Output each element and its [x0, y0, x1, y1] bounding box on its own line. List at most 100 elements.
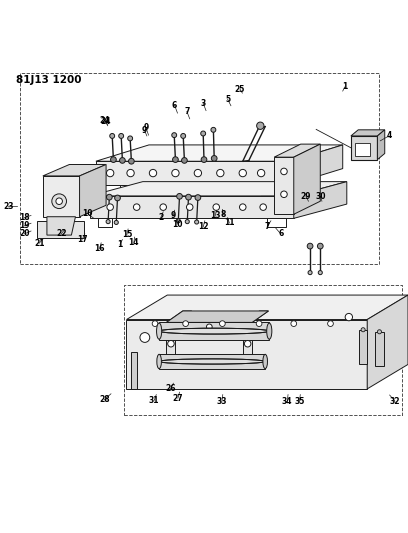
Circle shape — [201, 157, 207, 163]
Circle shape — [211, 127, 216, 132]
Polygon shape — [377, 130, 385, 159]
Circle shape — [182, 158, 187, 163]
Polygon shape — [351, 130, 385, 136]
Text: 13: 13 — [210, 211, 221, 220]
Circle shape — [260, 204, 266, 211]
Text: 6: 6 — [172, 101, 177, 110]
Polygon shape — [351, 136, 377, 159]
Polygon shape — [367, 295, 408, 389]
Circle shape — [211, 156, 217, 161]
Circle shape — [206, 324, 212, 330]
Circle shape — [256, 321, 262, 327]
Circle shape — [291, 321, 297, 327]
Circle shape — [307, 243, 313, 249]
Polygon shape — [274, 144, 320, 157]
Polygon shape — [166, 322, 252, 332]
Circle shape — [239, 169, 246, 177]
Text: 15: 15 — [122, 230, 132, 239]
Circle shape — [317, 243, 323, 249]
Polygon shape — [159, 322, 269, 340]
Circle shape — [52, 194, 67, 208]
Text: 28: 28 — [99, 395, 110, 404]
Text: 2: 2 — [158, 213, 163, 222]
Text: 30: 30 — [315, 192, 326, 201]
Circle shape — [120, 158, 125, 163]
Text: 20: 20 — [19, 229, 30, 238]
Text: 1: 1 — [342, 83, 347, 92]
Polygon shape — [166, 322, 175, 361]
Polygon shape — [290, 145, 343, 185]
Circle shape — [115, 195, 120, 201]
Text: 10: 10 — [172, 220, 182, 229]
Text: 35: 35 — [294, 397, 305, 406]
Circle shape — [195, 220, 199, 224]
Ellipse shape — [157, 323, 162, 339]
Circle shape — [160, 204, 166, 211]
Circle shape — [129, 158, 134, 164]
Circle shape — [281, 168, 287, 175]
Circle shape — [183, 321, 188, 327]
Circle shape — [107, 204, 113, 211]
Ellipse shape — [159, 328, 269, 334]
Polygon shape — [43, 176, 80, 217]
Polygon shape — [96, 161, 290, 185]
Circle shape — [110, 133, 115, 139]
Circle shape — [176, 219, 180, 223]
Ellipse shape — [361, 328, 365, 332]
Circle shape — [173, 157, 178, 163]
Polygon shape — [294, 144, 320, 214]
Text: 31: 31 — [149, 396, 160, 405]
Polygon shape — [98, 219, 112, 227]
Text: 24: 24 — [100, 117, 111, 126]
Circle shape — [172, 133, 177, 138]
Text: 29: 29 — [301, 192, 311, 201]
Circle shape — [119, 133, 124, 139]
Polygon shape — [126, 295, 408, 320]
Circle shape — [168, 341, 174, 347]
Text: 14: 14 — [129, 238, 139, 247]
Circle shape — [111, 157, 116, 163]
Text: 9: 9 — [171, 212, 175, 221]
Text: 17: 17 — [77, 235, 88, 244]
Circle shape — [133, 204, 140, 211]
Circle shape — [345, 313, 353, 321]
Polygon shape — [37, 221, 84, 238]
Circle shape — [195, 195, 201, 200]
Circle shape — [172, 169, 179, 177]
Circle shape — [127, 169, 134, 177]
Circle shape — [177, 193, 182, 199]
Circle shape — [128, 136, 133, 141]
Circle shape — [56, 198, 62, 205]
Ellipse shape — [157, 354, 162, 369]
Text: 1: 1 — [118, 240, 122, 249]
Polygon shape — [359, 330, 367, 365]
Text: 18: 18 — [19, 213, 30, 222]
Text: 10: 10 — [82, 209, 93, 218]
Polygon shape — [96, 145, 343, 161]
Circle shape — [244, 341, 251, 347]
Text: 8: 8 — [221, 210, 226, 219]
Circle shape — [328, 321, 333, 327]
Ellipse shape — [377, 330, 381, 334]
Text: 24: 24 — [99, 116, 110, 125]
Circle shape — [114, 221, 118, 224]
Text: 11: 11 — [224, 219, 235, 228]
Text: 7: 7 — [264, 222, 270, 231]
Circle shape — [106, 220, 110, 224]
Circle shape — [152, 321, 158, 327]
Text: 9: 9 — [144, 123, 149, 132]
Circle shape — [213, 204, 220, 211]
Polygon shape — [261, 185, 282, 195]
Text: 6: 6 — [278, 229, 283, 238]
Circle shape — [106, 195, 112, 200]
Polygon shape — [166, 311, 268, 322]
Circle shape — [194, 169, 202, 177]
Circle shape — [201, 131, 206, 136]
Text: 19: 19 — [19, 221, 30, 230]
Text: 32: 32 — [390, 397, 400, 406]
Polygon shape — [243, 311, 268, 322]
Polygon shape — [131, 352, 137, 389]
Text: 12: 12 — [198, 222, 208, 231]
Circle shape — [308, 271, 312, 274]
Circle shape — [186, 195, 191, 200]
